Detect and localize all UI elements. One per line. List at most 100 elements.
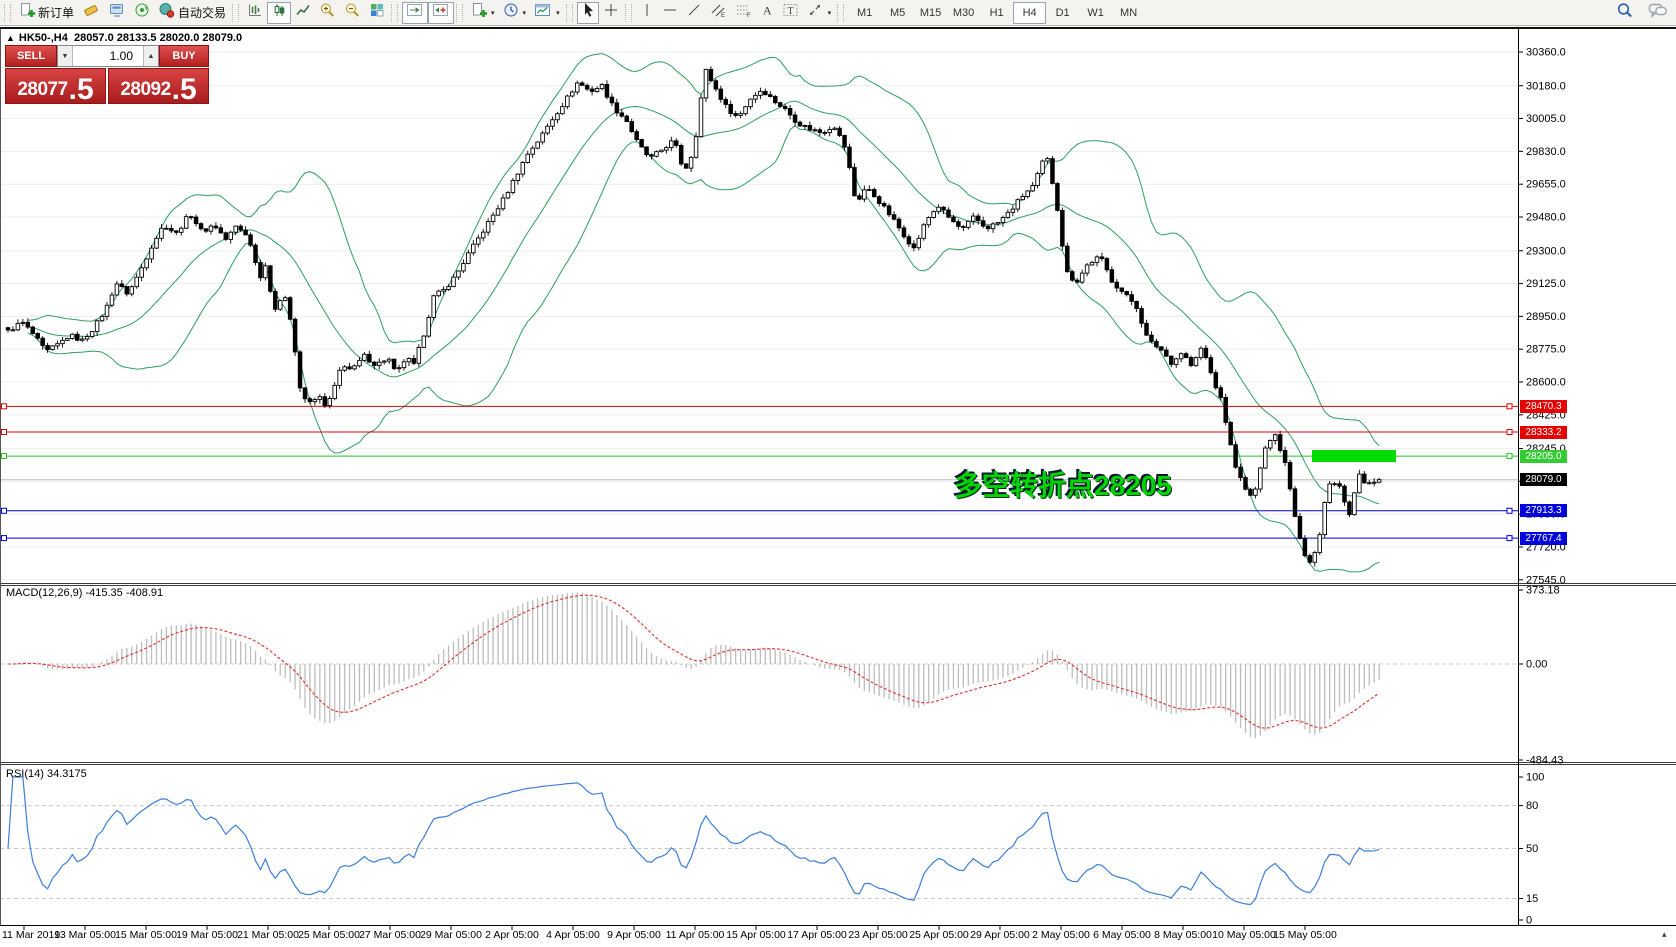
chat-icon[interactable] [1648, 2, 1668, 24]
crosshair-tool-button[interactable] [599, 2, 623, 24]
volume-increase-button[interactable]: ▲ [143, 46, 158, 66]
line-chart-icon [295, 2, 311, 23]
svg-text:15 Apr 05:00: 15 Apr 05:00 [726, 929, 786, 941]
sell-price[interactable]: 28077 .5 [5, 68, 106, 106]
chart-shift-button[interactable] [428, 1, 455, 24]
bar-chart-icon [247, 2, 263, 23]
timeframe-button-MN[interactable]: MN [1120, 6, 1138, 19]
zoom-out-icon [344, 2, 361, 23]
timeframe-button-D1[interactable]: D1 [1055, 6, 1070, 19]
svg-text:29300.0: 29300.0 [1526, 245, 1566, 257]
chevron-down-icon[interactable]: ▾ [522, 9, 527, 17]
toolbar-grip [232, 3, 240, 22]
svg-text:21 Mar 05:00: 21 Mar 05:00 [237, 929, 299, 941]
pivot-highlight-bar[interactable] [1312, 450, 1396, 463]
svg-text:0: 0 [1526, 915, 1532, 927]
trendline-icon [686, 2, 702, 23]
svg-text:28950.0: 28950.0 [1526, 311, 1566, 323]
chart-template-icon [534, 2, 552, 23]
fibonacci-tool-button[interactable]: F [731, 2, 756, 24]
svg-text:29 Apr 05:00: 29 Apr 05:00 [970, 929, 1030, 941]
price-level-badge: 27913.3 [1520, 504, 1567, 518]
pivot-annotation-text[interactable]: 多空转折点28205 [954, 470, 1172, 501]
svg-text:15: 15 [1526, 893, 1538, 905]
macd-indicator-label: MACD(12,26,9) -415.35 -408.91 [6, 587, 164, 599]
volume-decrease-button[interactable]: ▼ [58, 46, 73, 66]
price-level-badge: 27767.4 [1520, 531, 1567, 545]
svg-text:6 May 05:00: 6 May 05:00 [1093, 929, 1151, 941]
buy-price-main: 28092 [120, 79, 171, 100]
text-icon: A [760, 2, 774, 23]
svg-text:9 Apr 05:00: 9 Apr 05:00 [607, 929, 661, 941]
autotrading-icon [158, 2, 175, 23]
arrows-tool-button[interactable]: ▾ [803, 2, 836, 24]
svg-text:11 Mar 2019: 11 Mar 2019 [2, 929, 60, 941]
timeframe-button-M15[interactable]: M15 [919, 6, 942, 19]
cursor-tool-button[interactable] [576, 1, 599, 24]
zoom-in-button[interactable] [315, 2, 340, 24]
periods-button[interactable]: ▾ [499, 2, 531, 24]
svg-text:-484.43: -484.43 [1526, 755, 1563, 767]
market-watch-button[interactable] [78, 2, 104, 24]
collapse-panel-icon[interactable]: ▲ [6, 33, 15, 43]
svg-text:28600.0: 28600.0 [1526, 377, 1566, 389]
chart-symbol-period: HK50-,H4 [18, 32, 68, 44]
zoom-out-button[interactable] [340, 2, 365, 24]
svg-text:30360.0: 30360.0 [1526, 47, 1566, 59]
svg-text:30180.0: 30180.0 [1526, 80, 1566, 92]
text-tool-button[interactable]: A [756, 2, 778, 24]
label-tool-button[interactable]: T [778, 2, 803, 24]
toolbar-grip [837, 3, 845, 22]
horizontal-level-lines[interactable] [0, 403, 1518, 542]
data-window-button[interactable] [104, 2, 130, 24]
buy-button[interactable]: BUY [159, 45, 209, 67]
timeframe-button-H4[interactable]: H4 [1013, 1, 1047, 24]
timeframe-button-M1[interactable]: M1 [856, 6, 873, 19]
candlestick-chart-icon [271, 2, 287, 23]
timeframe-button-M30[interactable]: M30 [952, 6, 975, 19]
zoom-in-icon [319, 2, 336, 23]
chevron-down-icon[interactable]: ▾ [827, 9, 832, 17]
timeframe-button-W1[interactable]: W1 [1087, 6, 1104, 19]
autotrading-button[interactable]: 自动交易 [154, 2, 230, 24]
candlestick-chart-button[interactable] [267, 1, 292, 24]
new-order-button[interactable]: 新订单 [15, 2, 78, 24]
bar-chart-button[interactable] [243, 2, 267, 24]
buy-price[interactable]: 28092 .5 [108, 68, 209, 105]
sell-price-main: 28077 [17, 79, 68, 100]
chart-ohlc-values: 28057.0 28133.5 28020.0 28079.0 [73, 32, 243, 44]
volume-input[interactable] [73, 46, 143, 66]
trendline-tool-button[interactable] [682, 2, 706, 24]
price-level-badge: 28205.0 [1520, 449, 1567, 463]
scroll-up-icon[interactable]: ▴ [1662, 929, 1667, 939]
volume-stepper: ▼ ▲ [57, 45, 159, 67]
svg-text:80: 80 [1526, 800, 1538, 812]
vertical-line-icon [641, 2, 653, 23]
horizontal-line-tool-button[interactable] [658, 2, 682, 24]
vertical-line-tool-button[interactable] [636, 2, 658, 24]
timeframe-toolbar: M1 M5 M15 M30 H1 H4 D1 W1 MN [848, 1, 1145, 24]
templates-button[interactable]: ▾ [530, 2, 564, 24]
navigator-button[interactable] [130, 2, 154, 24]
timeframe-button-M5[interactable]: M5 [889, 6, 906, 19]
sell-price-pip: .5 [68, 73, 94, 106]
svg-text:100: 100 [1526, 772, 1544, 784]
tile-windows-button[interactable] [365, 2, 389, 24]
toolbar-grip [624, 3, 632, 22]
svg-text:2 May 05:00: 2 May 05:00 [1032, 929, 1090, 941]
price-level-badge: 28470.3 [1520, 399, 1567, 413]
price-level-badge: 28333.2 [1520, 425, 1567, 439]
svg-text:27 Mar 05:00: 27 Mar 05:00 [359, 929, 421, 941]
search-icon[interactable] [1616, 2, 1634, 24]
sell-button[interactable]: SELL [5, 45, 57, 67]
auto-scroll-button[interactable] [402, 1, 429, 24]
channel-tool-button[interactable]: E [706, 2, 731, 24]
indicators-button[interactable]: ▾ [467, 2, 499, 24]
line-chart-button[interactable] [291, 2, 315, 24]
chevron-down-icon[interactable]: ▾ [556, 9, 560, 17]
market-watch-icon [82, 2, 100, 23]
macd-histogram [12, 592, 1380, 738]
chevron-down-icon[interactable]: ▾ [491, 9, 495, 17]
timeframe-button-H1[interactable]: H1 [989, 6, 1004, 19]
